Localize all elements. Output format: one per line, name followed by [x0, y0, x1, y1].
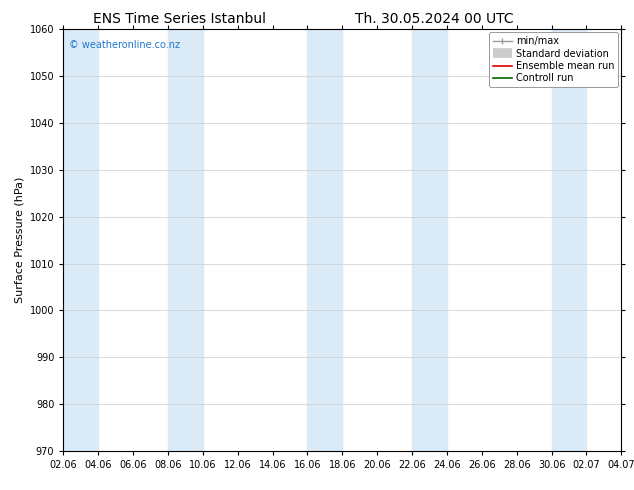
- Text: Th. 30.05.2024 00 UTC: Th. 30.05.2024 00 UTC: [355, 12, 514, 26]
- Text: © weatheronline.co.nz: © weatheronline.co.nz: [69, 40, 180, 50]
- Bar: [552, 29, 586, 451]
- Bar: [63, 29, 98, 451]
- Bar: [168, 29, 203, 451]
- Text: ENS Time Series Istanbul: ENS Time Series Istanbul: [93, 12, 266, 26]
- Bar: [307, 29, 342, 451]
- Y-axis label: Surface Pressure (hPa): Surface Pressure (hPa): [14, 177, 24, 303]
- Legend: min/max, Standard deviation, Ensemble mean run, Controll run: min/max, Standard deviation, Ensemble me…: [489, 32, 618, 87]
- Bar: [412, 29, 447, 451]
